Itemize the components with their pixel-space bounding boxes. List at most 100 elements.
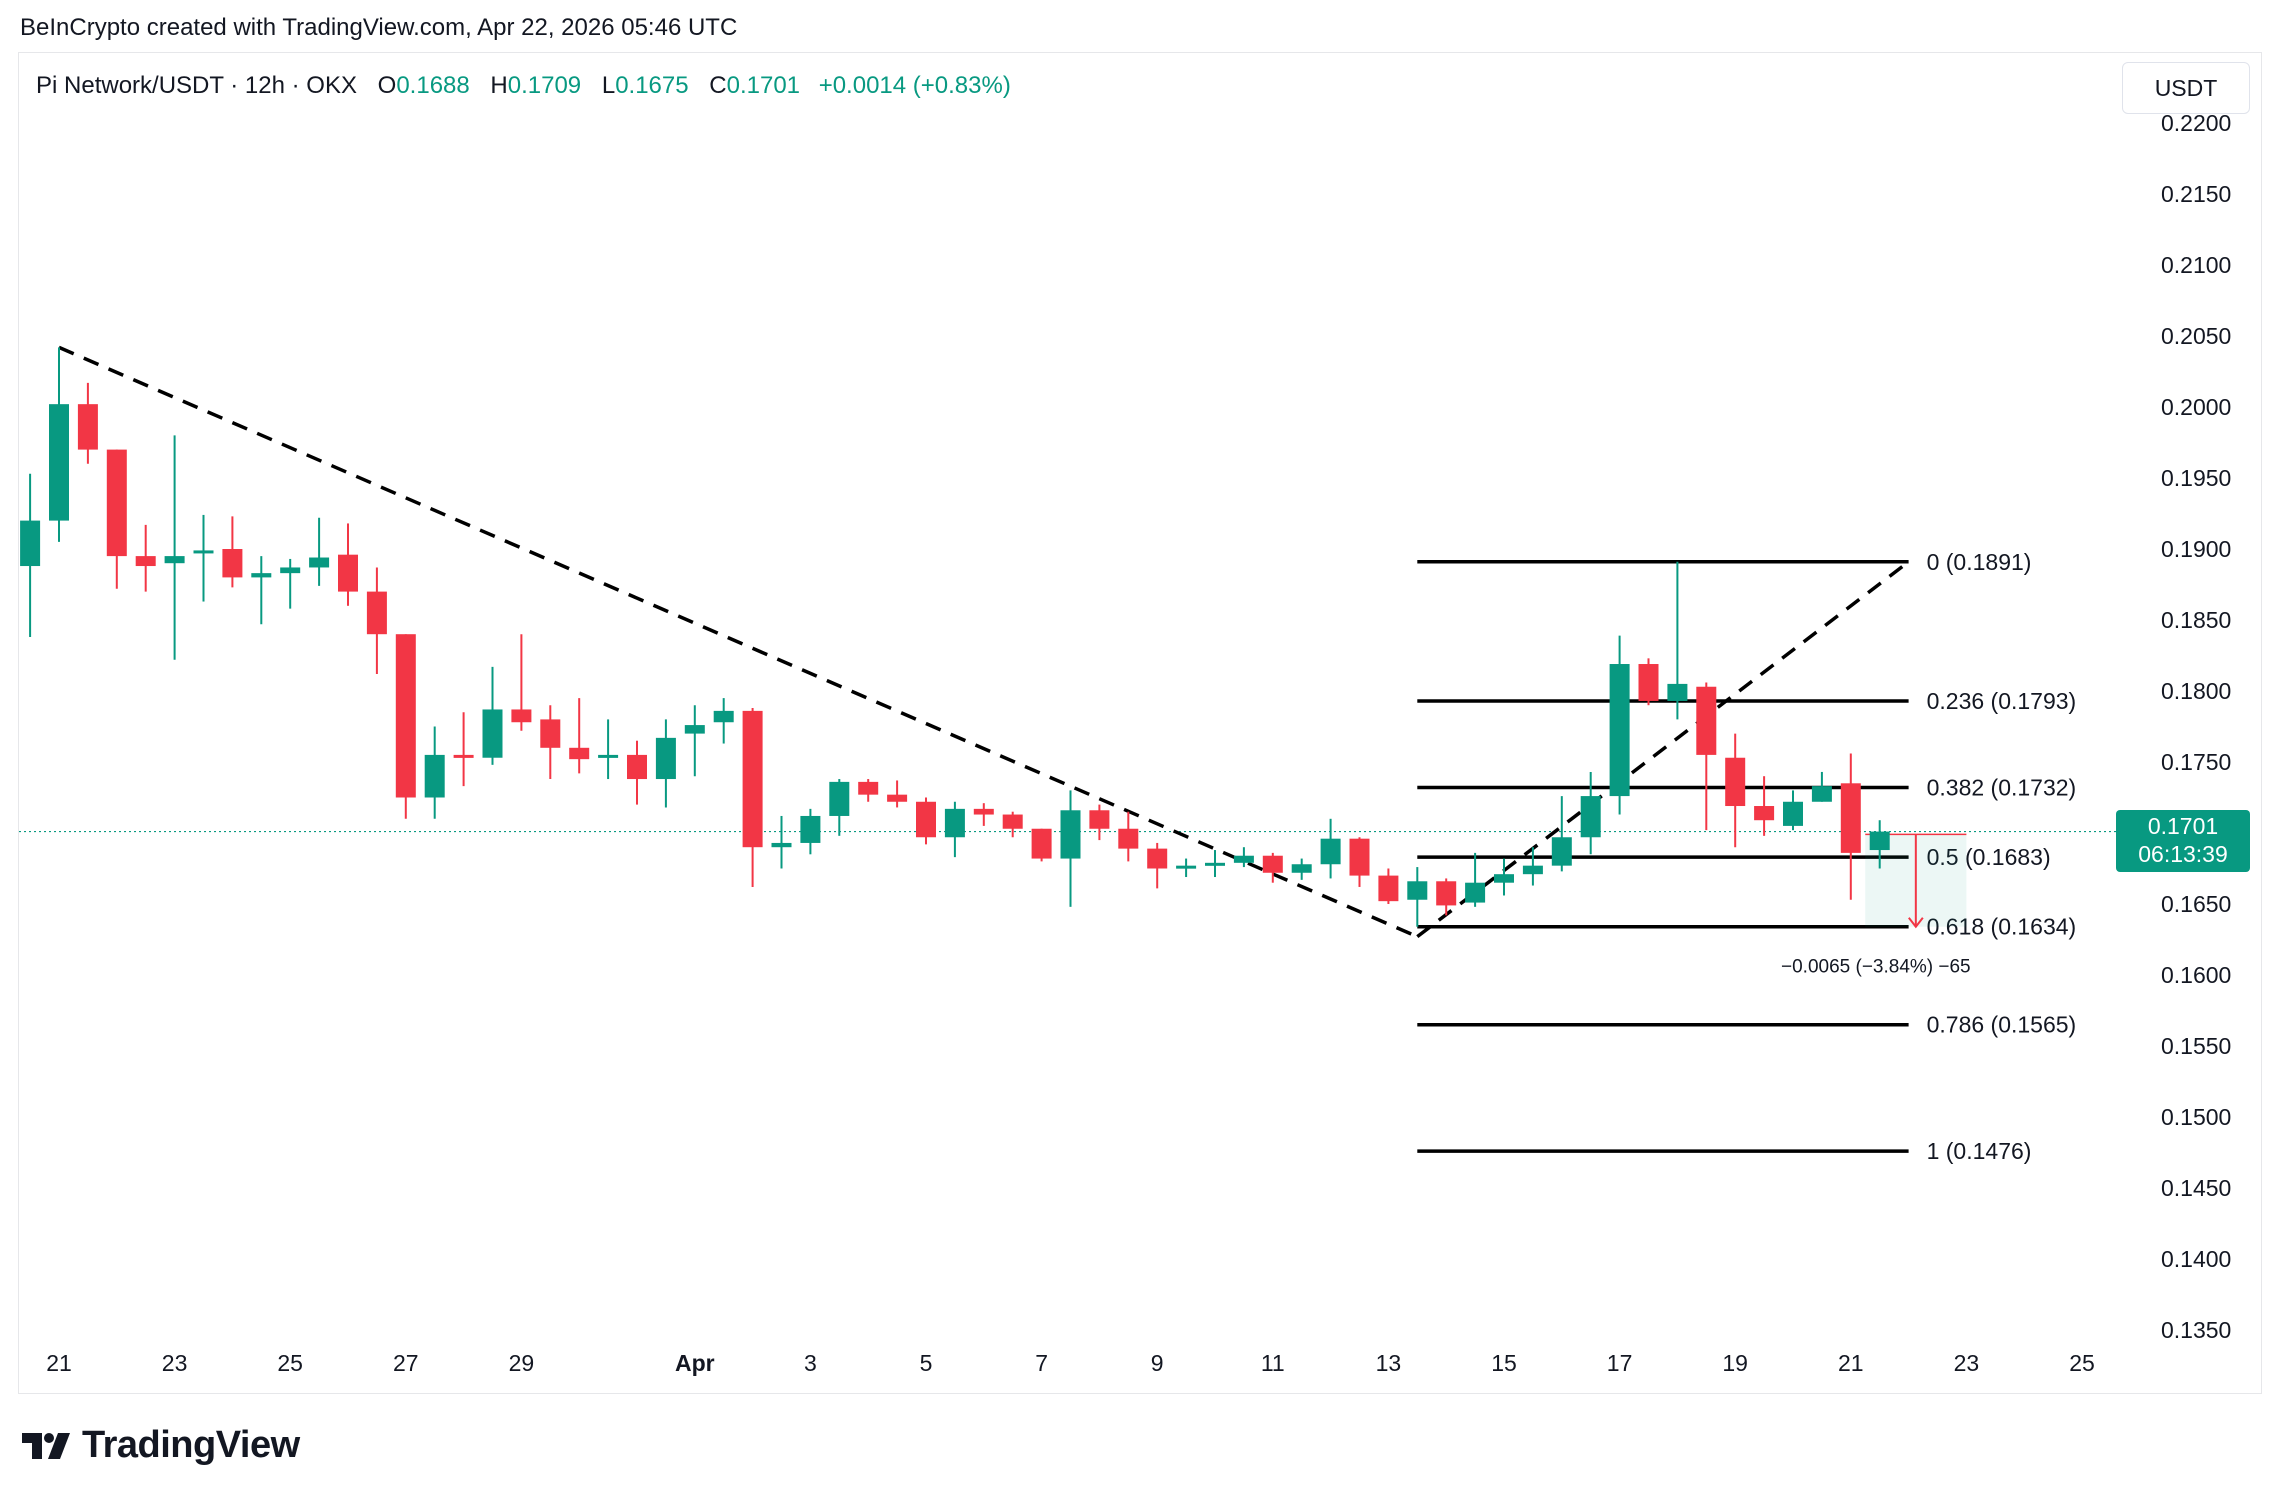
open-label: O — [377, 72, 397, 99]
candle-body — [1667, 683, 1688, 701]
x-tick-label: 3 — [804, 1350, 817, 1376]
x-tick-label: 9 — [1151, 1350, 1164, 1376]
candle-body — [569, 747, 590, 760]
x-tick-label: 5 — [920, 1350, 933, 1376]
y-tick-label: 0.1750 — [2161, 749, 2231, 775]
candle-body — [1783, 801, 1803, 826]
y-tick-label: 0.2200 — [2161, 110, 2231, 136]
candle-body — [771, 842, 792, 848]
fib-level-label: 1 (0.1476) — [1927, 1138, 2032, 1164]
candle-body — [453, 754, 474, 758]
tradingview-logo-icon — [22, 1432, 70, 1459]
chart-frame[interactable]: 0.1350 0.1400 0.1450 0.1500 0.1550 0.1600 0.16… — [18, 52, 2262, 1394]
x-tick-label: 15 — [1491, 1350, 1517, 1376]
candle-body — [395, 634, 416, 798]
candle-body — [280, 567, 301, 574]
y-tick-label: 0.1500 — [2161, 1104, 2231, 1130]
candle-body — [1349, 838, 1370, 876]
y-tick-label: 0.1350 — [2161, 1317, 2231, 1343]
candle-body — [1031, 828, 1052, 859]
low-label: L — [601, 72, 616, 99]
x-tick-label: 17 — [1607, 1350, 1633, 1376]
y-tick-label: 0.2000 — [2161, 394, 2231, 420]
fib-level-label: 0.382 (0.1732) — [1927, 775, 2077, 801]
x-tick-label: 13 — [1376, 1350, 1402, 1376]
candlestick-chart[interactable]: 0.1350 0.1400 0.1450 0.1500 0.1550 0.1600 0.16… — [19, 53, 2261, 1393]
candle-body — [1378, 875, 1399, 902]
candle-body — [1060, 810, 1081, 859]
candle-body — [1118, 828, 1139, 849]
candle-body — [973, 808, 994, 815]
candle-body — [338, 554, 358, 592]
candle-body — [1725, 757, 1746, 807]
candle-body — [1147, 848, 1168, 869]
high-value: 0.1709 — [507, 72, 582, 99]
x-tick-label: Apr — [675, 1350, 715, 1376]
candle-body — [1754, 806, 1775, 821]
candle-body — [222, 549, 243, 578]
tradingview-brand-text: TradingView — [82, 1424, 300, 1466]
candle-body — [511, 709, 532, 723]
symbol-label: Pi Network/USDT · 12h · OKX — [36, 72, 357, 99]
bar-countdown: 06:13:39 — [2138, 841, 2228, 867]
change-value: +0.0014 (+0.83%) — [818, 72, 1011, 99]
candle-body — [309, 557, 330, 568]
candle-body — [1320, 838, 1341, 865]
close-value: 0.1701 — [726, 72, 801, 99]
fib-level-label: 0.786 (0.1565) — [1927, 1012, 2077, 1038]
candle-body — [1638, 664, 1659, 701]
candle-body — [1551, 837, 1572, 866]
candle-body — [1233, 855, 1254, 863]
candle-body — [1811, 786, 1832, 802]
candle-body — [858, 781, 879, 795]
x-tick-label: 29 — [509, 1350, 535, 1376]
candle-body — [1840, 783, 1861, 853]
candle-body — [1176, 865, 1197, 869]
candle-body — [77, 404, 98, 450]
candle-body — [684, 725, 705, 734]
x-tick-label: 23 — [162, 1350, 188, 1376]
candle-body — [135, 556, 156, 567]
y-tick-label: 0.2100 — [2161, 252, 2231, 278]
candle-body — [1522, 865, 1543, 875]
fib-level-label: 0 (0.1891) — [1927, 549, 2032, 575]
candle-body — [424, 754, 445, 798]
tradingview-logo[interactable]: TradingView — [22, 1424, 300, 1467]
candle-body — [1089, 810, 1110, 829]
fib-level-label: 0.5 (0.1683) — [1927, 844, 2051, 870]
candle-body — [1869, 831, 1890, 851]
x-tick-label: 7 — [1035, 1350, 1048, 1376]
candle-body — [655, 737, 676, 780]
y-tick-label: 0.1800 — [2161, 678, 2231, 704]
last-price-value: 0.1701 — [2147, 813, 2219, 839]
y-tick-label: 0.1450 — [2161, 1175, 2231, 1201]
currency-selector[interactable]: USDT — [2122, 62, 2250, 114]
candle-body — [887, 794, 908, 802]
candle-body — [1465, 882, 1486, 903]
candle-body — [1494, 874, 1514, 883]
x-tick-label: 11 — [1261, 1350, 1285, 1376]
candle-body — [366, 591, 387, 635]
candle-body — [164, 556, 185, 564]
fib-level-label: 0.236 (0.1793) — [1927, 688, 2077, 714]
y-tick-label: 0.2050 — [2161, 323, 2231, 349]
low-value: 0.1675 — [615, 72, 689, 99]
candle-body — [49, 404, 69, 521]
candle-body — [1002, 814, 1023, 829]
measure-arrow-head — [1908, 917, 1924, 929]
x-tick-label: 19 — [1722, 1350, 1748, 1376]
candle-body — [20, 520, 41, 567]
y-tick-label: 0.1850 — [2161, 607, 2231, 633]
y-tick-label: 0.1950 — [2161, 465, 2231, 491]
candle-body — [829, 781, 850, 816]
candle-body — [627, 754, 647, 780]
candle-body — [1436, 881, 1457, 906]
close-label: C — [709, 72, 727, 99]
candle-body — [944, 808, 965, 838]
y-tick-label: 0.1400 — [2161, 1246, 2231, 1272]
candle-body — [742, 710, 763, 848]
candle-body — [251, 573, 272, 578]
x-tick-label: 25 — [277, 1350, 303, 1376]
measure-label: −0.0065 (−3.84%) −65 — [1781, 957, 1971, 978]
y-tick-label: 0.1550 — [2161, 1033, 2231, 1059]
